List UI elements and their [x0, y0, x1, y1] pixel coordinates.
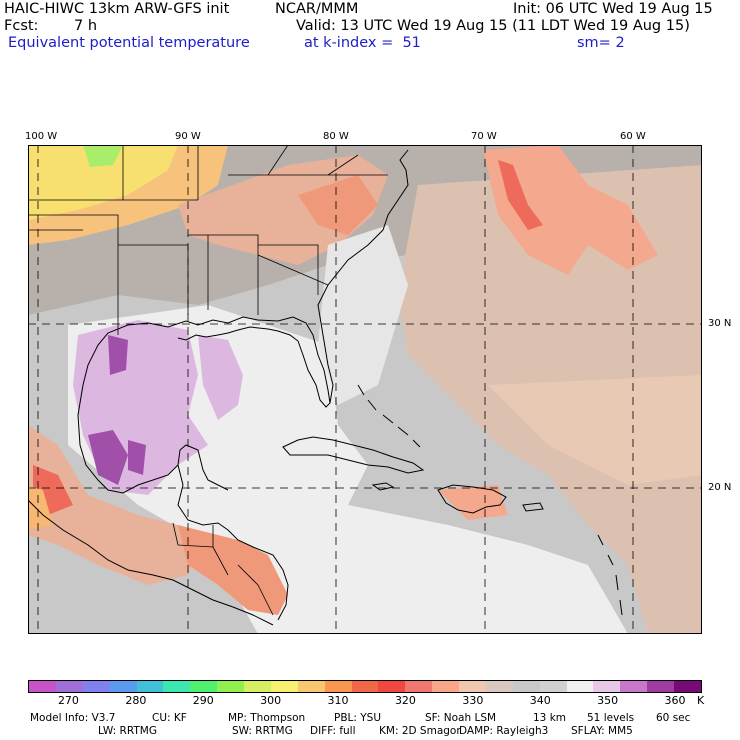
lon-label-90w: 90 W [175, 131, 201, 142]
grid-lines [28, 145, 702, 634]
colorbar-tick-label: 280 [125, 694, 147, 707]
colorbar-swatch [217, 681, 244, 692]
footer-lw: LW: RRTMG [98, 725, 157, 737]
colorbar-tick-label: 310 [327, 694, 349, 707]
cuba [282, 436, 425, 474]
map-frame [28, 145, 702, 634]
footer-cu: CU: KF [152, 712, 187, 724]
colorbar [28, 680, 702, 693]
field-centam [178, 525, 288, 615]
colorbar-swatch [29, 681, 56, 692]
colorbar-swatch [109, 681, 137, 692]
gulf-coast [82, 316, 331, 408]
colorbar-swatch [647, 681, 674, 692]
fcst-value: 7 h [74, 18, 98, 34]
lat-label-30n: 30 N [708, 318, 732, 329]
field-gulf-purple2 [198, 335, 243, 420]
footer-damp: DAMP: Rayleigh3 [459, 725, 549, 737]
org-label: NCAR/MMM [275, 1, 359, 17]
smooth-label: sm= 2 [577, 35, 625, 51]
colorbar-tick-label: 350 [597, 694, 619, 707]
colorbar-tick-label: 300 [260, 694, 282, 707]
colorbar-tick-label: 340 [529, 694, 551, 707]
lon-label-70w: 70 W [471, 131, 497, 142]
puerto-rico [522, 502, 544, 512]
colorbar-unit: K [697, 694, 705, 707]
model-title: HAIC-HIWC 13km ARW-GFS init [4, 1, 230, 17]
lat-label-20n: 20 N [708, 482, 732, 493]
colorbar-tick-label: 330 [462, 694, 484, 707]
init-time: Init: 06 UTC Wed 19 Aug 15 [513, 1, 713, 17]
footer-sflay: SFLAY: MM5 [571, 725, 633, 737]
field-gulf-dark1 [108, 335, 128, 375]
colorbar-tick-label: 360 [664, 694, 686, 707]
colorbar-tick-label: 270 [57, 694, 79, 707]
field-gulf-dark2 [88, 430, 128, 485]
colorbar-swatch [297, 681, 325, 692]
fcst-label: Fcst: [4, 18, 39, 34]
colorbar-swatch [136, 681, 164, 692]
colorbar-swatch [512, 681, 540, 692]
antilles [597, 534, 623, 616]
field-atlantic-plume-core [498, 160, 543, 230]
colorbar-swatch [566, 681, 594, 692]
jamaica [371, 482, 395, 491]
footer-diff: DIFF: full [310, 725, 356, 737]
field-atlantic-tan2 [488, 375, 702, 485]
footer-resolution: 13 km [533, 712, 567, 724]
centam-coast [177, 464, 289, 621]
footer-sf: SF: Noah LSM [425, 712, 497, 724]
map-panel [28, 145, 702, 634]
coastlines [28, 145, 623, 626]
footer-mp: MP: Thompson [228, 712, 306, 724]
colorbar-swatch [459, 681, 486, 692]
lon-label-80w: 80 W [323, 131, 349, 142]
field-name: Equivalent potential temperature [8, 35, 250, 51]
colorbar-swatch [620, 681, 648, 692]
colorbar-swatch [432, 681, 459, 692]
footer-timestep: 60 sec [656, 712, 691, 724]
colorbar-swatch [270, 681, 298, 692]
valid-time: Valid: 13 UTC Wed 19 Aug 15 (11 LDT Wed … [296, 18, 690, 34]
colorbar-swatch [324, 681, 352, 692]
footer-model-info: Model Info: V3.7 [30, 712, 116, 724]
colorbar-swatch [190, 681, 218, 692]
colorbar-swatch [485, 681, 513, 692]
bahamas [357, 384, 421, 448]
colorbar-swatch [378, 681, 406, 692]
colorbar-swatch [405, 681, 433, 692]
pacific-coast [28, 499, 274, 626]
colorbar-swatch [539, 681, 567, 692]
hispaniola-outline [437, 484, 507, 514]
field-hispaniola [438, 485, 508, 520]
colorbar-swatch [244, 681, 271, 692]
footer-levels: 51 levels [587, 712, 635, 724]
mexico-coast [77, 384, 229, 494]
colorbar-swatch [593, 681, 621, 692]
field-atlantic-plume [483, 145, 658, 275]
footer-km: KM: 2D Smagor [379, 725, 461, 737]
colorbar-swatch [674, 681, 701, 692]
footer-pbl: PBL: YSU [334, 712, 382, 724]
colorbar-swatch [55, 681, 83, 692]
colorbar-swatch [163, 681, 191, 692]
field-plains-green [83, 145, 123, 167]
colorbar-swatch [82, 681, 110, 692]
field-gulf-dark3 [128, 440, 146, 475]
colorbar-tick-label: 290 [192, 694, 214, 707]
mexico-borders [172, 522, 274, 616]
level-label: at k-index = 51 [304, 35, 421, 51]
field-mexico-orange [28, 485, 53, 530]
colorbar-swatch [351, 681, 379, 692]
theta-e-map [28, 145, 702, 634]
field-mexico-warm [28, 425, 198, 585]
lon-label-60w: 60 W [620, 131, 646, 142]
colorbar-tick-label: 320 [394, 694, 416, 707]
southeast-coast [317, 149, 409, 404]
field-carolina [298, 175, 378, 235]
footer-sw: SW: RRTMG [232, 725, 293, 737]
field-plains-hot [28, 145, 178, 220]
lon-label-100w: 100 W [25, 131, 58, 142]
